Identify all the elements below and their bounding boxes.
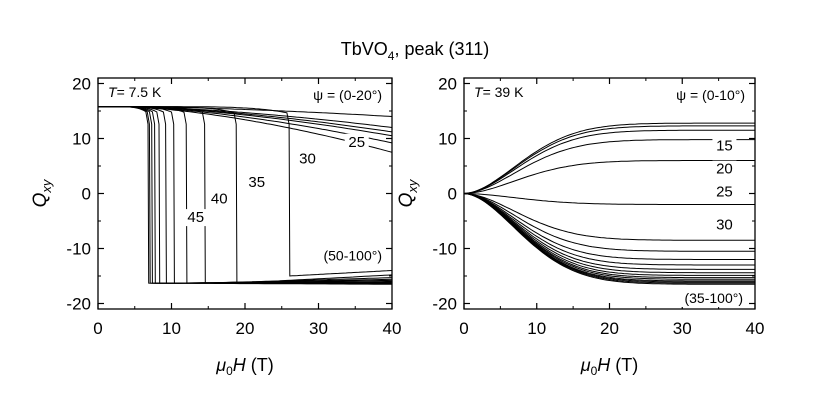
curve-label: 35 (248, 174, 265, 191)
curve-label-background (244, 173, 269, 191)
x-axis-label: μ0H (T) (580, 355, 639, 378)
curve-label: 30 (716, 216, 733, 233)
y-tick-label: 10 (438, 130, 457, 149)
curve-label: 45 (187, 209, 204, 226)
y-axis-label: Qxy (30, 178, 54, 207)
series-line (464, 160, 755, 194)
y-tick-label: 20 (72, 75, 91, 94)
series-line (464, 193, 755, 252)
x-tick-label: 30 (673, 319, 692, 338)
temperature-label: T= 7.5 K (108, 84, 162, 100)
series-line (464, 139, 755, 194)
series-line (464, 193, 755, 241)
curve-label: 25 (716, 183, 733, 200)
y-tick-label: -20 (66, 295, 91, 314)
temperature-label: T= 39 K (474, 84, 524, 100)
y-tick-label: 0 (448, 185, 457, 204)
x-tick-label: 20 (236, 319, 255, 338)
curve-label-background (344, 133, 369, 151)
series-line (464, 193, 755, 266)
curve-label: 20 (716, 161, 733, 178)
angle-range-bottom-label: (35-100°) (684, 290, 743, 306)
curve-label: 25 (348, 134, 365, 151)
y-tick-label: 0 (82, 185, 91, 204)
curves-group (464, 122, 755, 285)
x-tick-label: 10 (162, 319, 181, 338)
series-line (464, 193, 755, 274)
curve-label-background (712, 137, 737, 155)
x-tick-label: 40 (746, 319, 765, 338)
x-tick-label: 0 (459, 319, 468, 338)
curve-label-background (295, 150, 320, 168)
curves-group (98, 106, 392, 285)
curve-label-background (207, 190, 232, 208)
curve-label-background (183, 209, 208, 227)
curve-label: 30 (299, 150, 316, 167)
series-line (464, 125, 755, 194)
angle-range-bottom-label: (50-100°) (323, 248, 382, 264)
series-line (464, 193, 755, 205)
series-line (464, 193, 755, 270)
series-line (98, 106, 392, 285)
angle-range-bottom-background (298, 246, 386, 265)
right-panel: 0 10 20 30 40 20 10 0 -10 -20 μ0H (T) Qxy T= 39 K ψ =… (396, 75, 764, 379)
angle-range-top-label: ψ = (0-10°) (676, 87, 745, 103)
y-axis-label: Qxy (396, 178, 420, 207)
y-tick-label: 20 (438, 75, 457, 94)
y-tick-label: -10 (432, 240, 457, 259)
figure-title: TbVO4, peak (311) (341, 39, 489, 63)
curve-label: 40 (211, 190, 228, 207)
series-line (98, 106, 392, 137)
y-tick-label: -10 (66, 240, 91, 259)
y-tick-label: -20 (432, 295, 457, 314)
series-line (464, 193, 755, 283)
curve-label: 15 (716, 138, 733, 155)
series-line (464, 129, 755, 194)
series-line (464, 122, 755, 194)
curve-label-background (712, 183, 737, 201)
angle-range-bottom-background (673, 289, 747, 307)
angle-range-top-label: ψ = (0-20°) (313, 87, 382, 103)
x-tick-label: 0 (93, 319, 102, 338)
x-tick-label: 40 (383, 319, 402, 338)
curve-label-background (712, 216, 737, 234)
curve-label-background (712, 160, 737, 178)
x-tick-label: 10 (527, 319, 546, 338)
x-tick-label: 30 (309, 319, 328, 338)
series-line (464, 193, 755, 276)
x-tick-label: 20 (600, 319, 619, 338)
y-tick-label: 10 (72, 130, 91, 149)
series-line (464, 193, 755, 285)
series-line (464, 193, 755, 282)
x-axis-label: μ0H (T) (215, 355, 274, 378)
series-line (464, 193, 755, 260)
left-panel: 0 10 20 30 40 20 10 0 -10 -20 μ0H (T) Qxy T= 7.5 K ψ … (30, 75, 401, 379)
